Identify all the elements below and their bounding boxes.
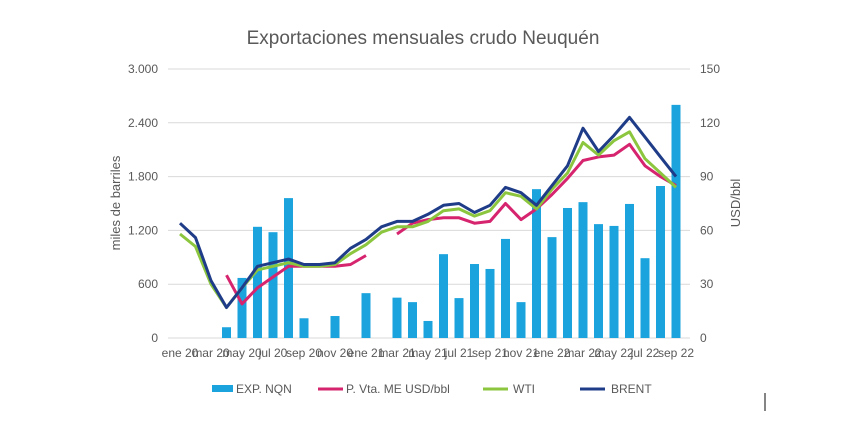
- bar-exp-nqn: [423, 320, 433, 338]
- y2-axis-label: USD/bbl: [728, 179, 743, 228]
- bar-exp-nqn: [563, 207, 572, 338]
- chart-title: Exportaciones mensuales crudo Neuquén: [247, 28, 600, 49]
- bar-exp-nqn: [222, 327, 231, 338]
- legend-swatch: [212, 385, 233, 392]
- x-tick-label: nov 20: [317, 346, 353, 360]
- legend-item: EXP. NQN: [212, 382, 292, 396]
- line-p-vta-me-usd-bbl: [225, 254, 367, 306]
- bar-exp-nqn: [578, 202, 588, 338]
- x-tick-label: sep 21: [472, 346, 508, 360]
- x-tick-label: sep 22: [658, 346, 694, 360]
- bar-exp-nqn: [253, 226, 262, 338]
- line-wti: [179, 130, 678, 309]
- bar-exp-nqn: [470, 264, 479, 338]
- legend-label: EXP. NQN: [236, 382, 292, 396]
- y2-tick-label: 120: [700, 116, 720, 130]
- x-tick-label: jul 20: [258, 346, 288, 360]
- bar-exp-nqn: [439, 254, 448, 338]
- legend-item: WTI: [483, 382, 535, 396]
- x-tick-label: may 21: [408, 346, 448, 360]
- y-tick-label: 1.200: [128, 223, 158, 237]
- x-tick-label: may 20: [222, 346, 262, 360]
- y2-tick-label: 60: [700, 223, 714, 237]
- bar-exp-nqn: [547, 237, 557, 338]
- x-tick-label: ene 20: [162, 346, 199, 360]
- y2-tick-label: 150: [700, 62, 720, 76]
- bar-exp-nqn: [625, 203, 634, 338]
- bar-exp-nqn: [516, 302, 526, 338]
- x-tick-label: jul 22: [630, 346, 660, 360]
- bar-exp-nqn: [532, 189, 541, 338]
- bar-exp-nqn: [361, 293, 371, 338]
- bar-exp-nqn: [656, 186, 665, 338]
- x-tick-label: mar 22: [564, 346, 602, 360]
- x-tick-label: ene 21: [348, 346, 385, 360]
- bar-exp-nqn: [485, 268, 495, 338]
- bar-exp-nqn: [454, 298, 464, 338]
- x-tick-label: jul 21: [444, 346, 474, 360]
- y-tick-label: 1.800: [128, 170, 158, 184]
- y2-tick-label: 90: [700, 170, 714, 184]
- y-tick-label: 600: [138, 277, 158, 291]
- bar-exp-nqn: [609, 225, 619, 338]
- y-tick-label: 3.000: [128, 62, 158, 76]
- bar-exp-nqn: [268, 232, 278, 338]
- y-tick-label: 0: [151, 331, 158, 345]
- legend-label: BRENT: [611, 382, 652, 396]
- x-tick-label: sep 20: [286, 346, 322, 360]
- bar-exp-nqn: [299, 318, 309, 338]
- x-tick-label: mar 20: [192, 346, 230, 360]
- bar-exp-nqn: [237, 277, 247, 338]
- legend-item: BRENT: [580, 382, 652, 396]
- legend-item: P. Vta. ME USD/bbl: [318, 382, 450, 396]
- bar-exp-nqn: [640, 258, 650, 338]
- bar-exp-nqn: [408, 302, 417, 338]
- y2-tick-label: 30: [700, 277, 714, 291]
- x-tick-label: nov 21: [503, 346, 539, 360]
- y-axis-label: miles de barriles: [108, 155, 123, 250]
- x-tick-label: ene 22: [534, 346, 571, 360]
- bar-exp-nqn: [330, 316, 340, 338]
- line-brent: [178, 115, 678, 309]
- y-tick-label: 2.400: [128, 116, 158, 130]
- x-tick-label: may 22: [594, 346, 634, 360]
- legend-label: P. Vta. ME USD/bbl: [346, 382, 450, 396]
- bar-exp-nqn: [594, 224, 603, 338]
- bar-exp-nqn: [501, 238, 510, 338]
- bar-exp-nqn: [392, 297, 402, 338]
- x-tick-label: mar 21: [378, 346, 416, 360]
- y2-tick-label: 0: [700, 331, 707, 345]
- bar-exp-nqn: [671, 104, 681, 338]
- legend-label: WTI: [513, 382, 535, 396]
